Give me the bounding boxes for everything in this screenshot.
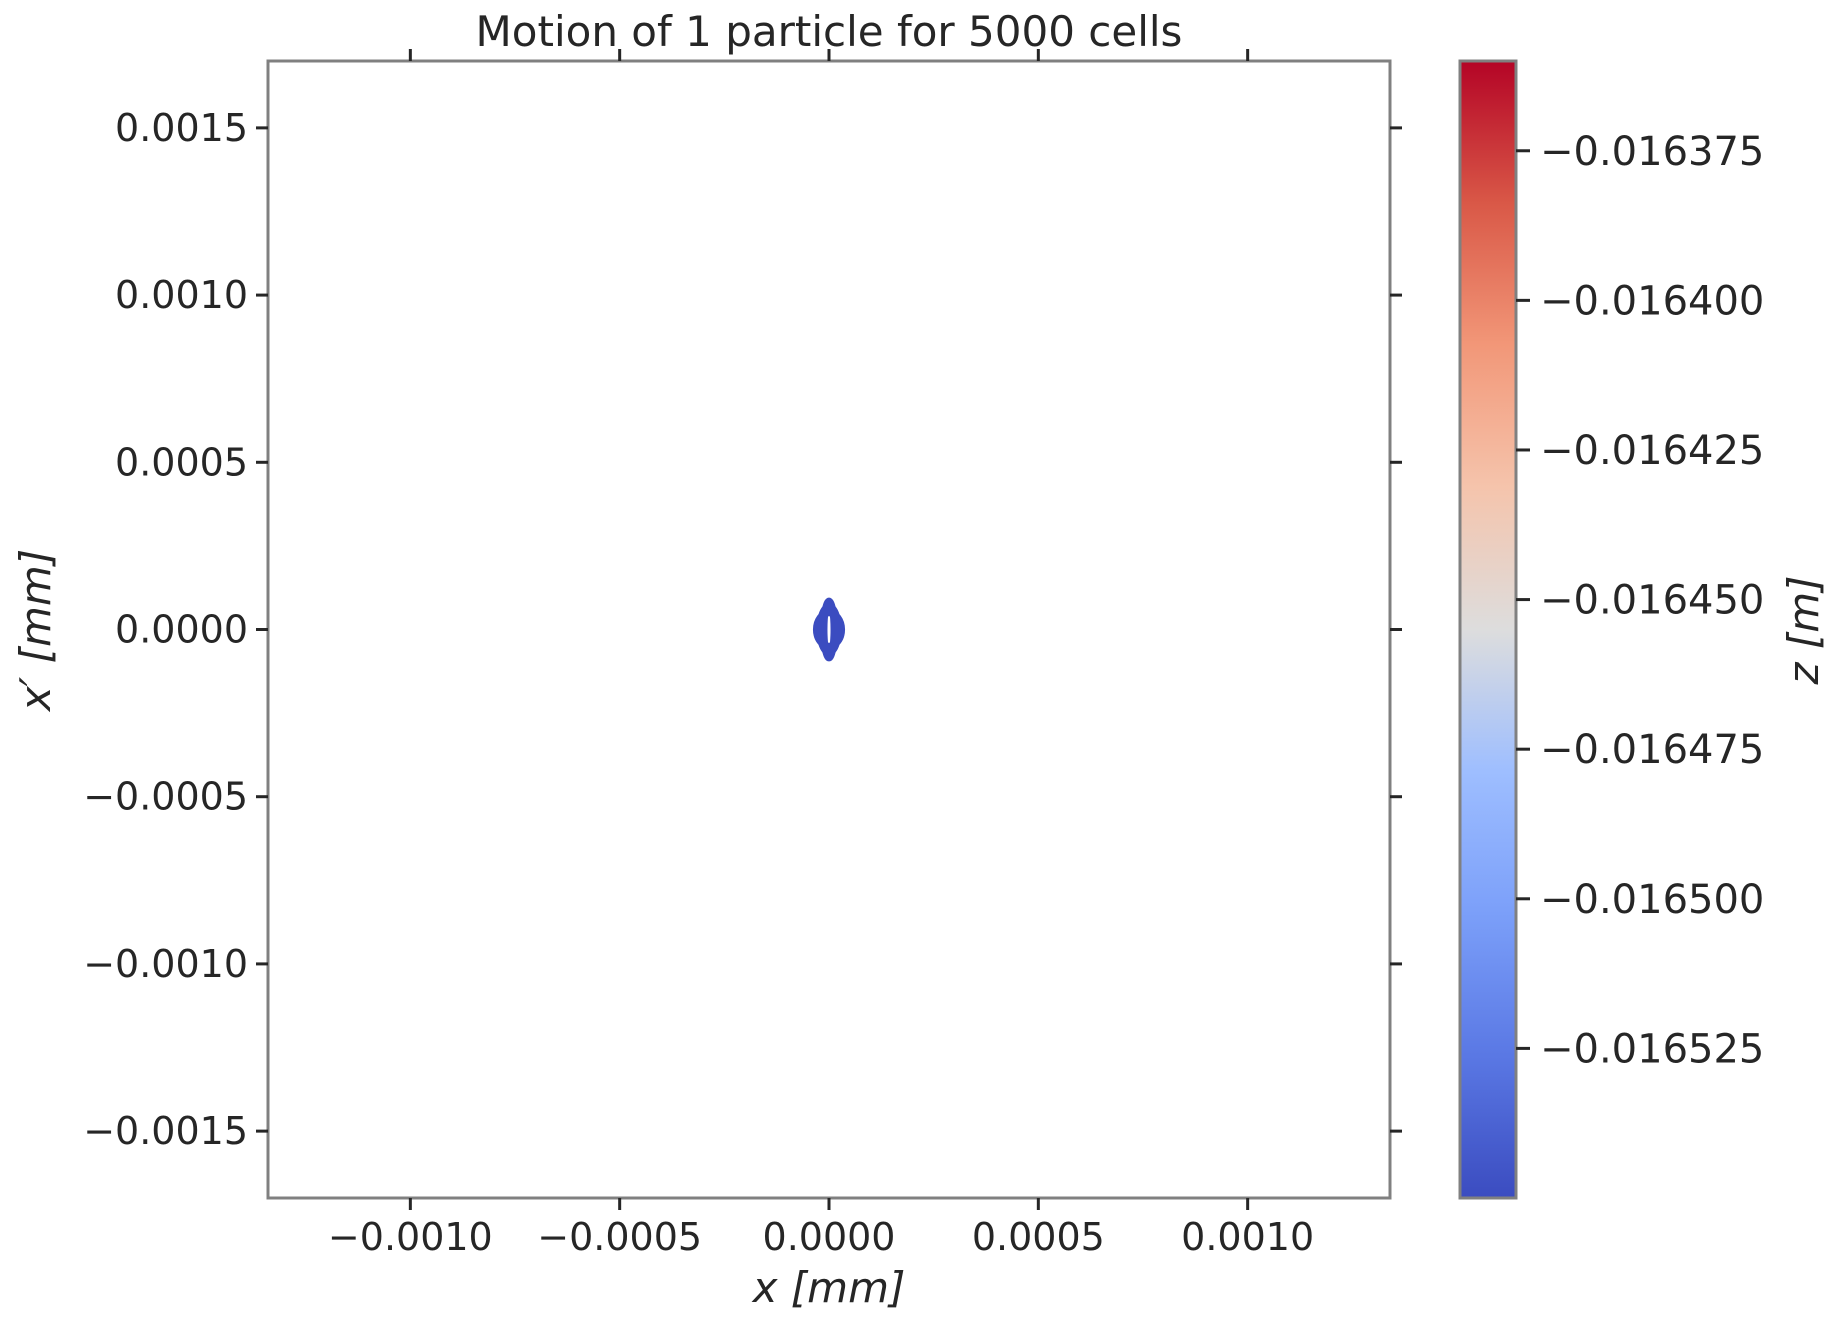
chart-title: Motion of 1 particle for 5000 cells	[476, 7, 1183, 56]
colorbar-tick-label: −0.016400	[1540, 278, 1764, 324]
x-tick-label: −0.0010	[328, 1215, 493, 1259]
colorbar-tick-label: −0.016450	[1540, 578, 1764, 624]
colorbar-gradient	[1458, 59, 1518, 1200]
y-tick-label: −0.0005	[83, 775, 248, 819]
y-tick-label: 0.0005	[115, 440, 248, 484]
colorbar-tick-label: −0.016500	[1540, 877, 1764, 923]
trajectory-ellipse	[820, 597, 838, 662]
colorbar-tick-label: −0.016475	[1540, 727, 1764, 773]
trajectory-ellipse	[816, 603, 842, 656]
y-tick-label: −0.0015	[83, 1109, 248, 1153]
y-tick-label: 0.0000	[115, 608, 248, 652]
y-axis-ticks: −0.0015 −0.0010 −0.0005 0.0000 0.0005 0.0010 0…	[83, 106, 1402, 1153]
x-tick-label: 0.0010	[1181, 1215, 1314, 1259]
y-tick-label: 0.0015	[115, 106, 248, 150]
colorbar-ticks: −0.016525 −0.016500 −0.016475 −0.016450 −0.0…	[1516, 129, 1764, 1072]
colorbar-tick-label: −0.016375	[1540, 129, 1764, 175]
plot-area: −0.0010 −0.0005 0.0000 0.0005 0.0010 −0.0015…	[83, 49, 1402, 1259]
x-tick-label: 0.0005	[972, 1215, 1105, 1259]
colorbar-label: z [m]	[1779, 575, 1828, 685]
colorbar-tick-label: −0.016425	[1540, 428, 1764, 474]
colorbar: −0.016525 −0.016500 −0.016475 −0.016450 −0.0…	[1458, 59, 1828, 1200]
colorbar-tick-label: −0.016525	[1540, 1026, 1764, 1072]
x-axis-ticks: −0.0010 −0.0005 0.0000 0.0005 0.0010	[328, 49, 1314, 1259]
y-tick-label: −0.0010	[83, 942, 248, 986]
plot-frame	[266, 59, 1392, 1200]
particle-trajectory	[812, 597, 846, 662]
x-tick-label: 0.0000	[763, 1215, 896, 1259]
x-tick-label: −0.0005	[537, 1215, 702, 1259]
x-axis-label: x [mm]	[751, 1263, 906, 1312]
y-axis-label: x′ [mm]	[11, 549, 60, 713]
y-tick-label: 0.0010	[115, 273, 248, 317]
